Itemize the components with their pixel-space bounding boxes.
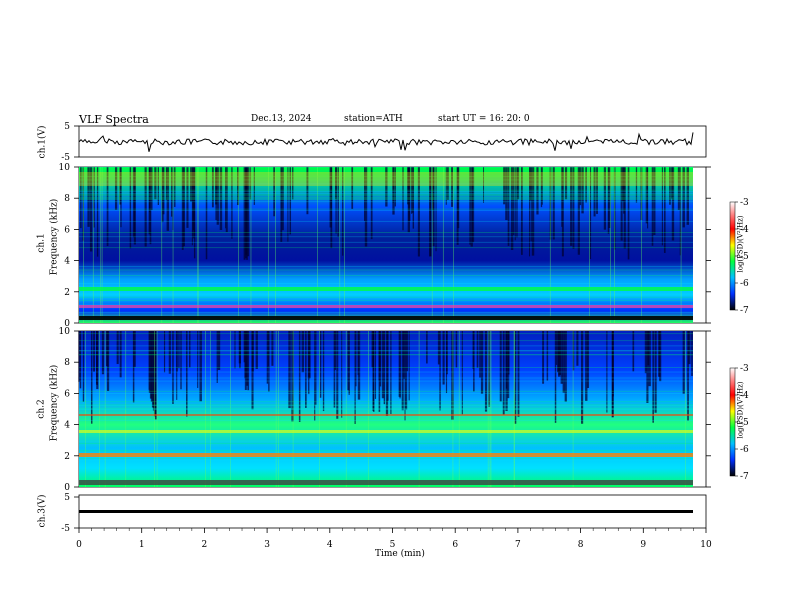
colorbar-tick-label: -3: [740, 198, 749, 208]
colorbar-tick-label: -3: [740, 364, 749, 374]
ch1-wave-ytick-label: 5: [64, 122, 70, 132]
x-tick-label: 3: [264, 540, 270, 550]
ch2-band-3khz: [79, 430, 693, 433]
colorbar-tick-label: -5: [740, 252, 749, 262]
ch3-waveform-line: [79, 510, 693, 513]
ch1-band-low: [79, 305, 693, 308]
x-tick-label: 1: [139, 540, 145, 550]
ch1-ytick-label: 6: [64, 225, 70, 235]
x-tick-label: 9: [640, 540, 646, 550]
x-tick-label: 6: [452, 540, 458, 550]
ch2-colorbar-label: log(PSD)(V²/Hz): [736, 381, 745, 439]
ch2-band-4khz: [79, 414, 693, 416]
date-label: Dec.13, 2024: [251, 114, 312, 124]
ch1-band-2khz: [79, 287, 693, 291]
station-label: station=ATH: [344, 114, 403, 124]
ch2-band-dark: [79, 480, 693, 485]
x-tick-label: 4: [327, 540, 333, 550]
ch1-band-dark: [79, 316, 693, 320]
colorbar-tick-label: -4: [740, 391, 749, 401]
time-axis: 0 1 2 3 4 5 6 7 8 9 10: [76, 528, 712, 550]
ch1-colorbar: -3 -4 -5 -6 -7: [729, 198, 749, 316]
ch2-spec-ylabel: Frequency (kHz): [49, 364, 60, 442]
ch1-ytick-label: 2: [64, 288, 70, 298]
ch1-waveform-panel: [78, 125, 707, 158]
ch3-wave-ytick-label: 5: [64, 493, 70, 503]
colorbar-tick-label: -6: [740, 445, 749, 455]
ch1-ytick-label: 8: [64, 194, 70, 204]
ch2-band-2khz: [79, 453, 693, 457]
ch1-colorbar-label: log(PSD)(V²/Hz): [736, 215, 745, 273]
ch2-ytick-label: 2: [64, 452, 70, 462]
plot-title: VLF Spectra: [79, 113, 149, 126]
colorbar-tick-label: -4: [740, 225, 749, 235]
ch2-spectrogram-panel: [78, 330, 707, 488]
ch1-ytick-label: 4: [64, 257, 70, 267]
x-tick-label: 5: [390, 540, 396, 550]
ch2-ytick-label: 0: [64, 483, 70, 493]
ch1-spec-channel-label: ch.1: [36, 233, 47, 253]
x-tick-label: 7: [515, 540, 521, 550]
ch1-wave-ylabel: ch.1(V): [37, 125, 48, 159]
x-tick-label: 8: [578, 540, 584, 550]
ch2-ytick-label: 6: [64, 389, 70, 399]
ch1-spec-ylabel: Frequency (kHz): [49, 198, 60, 276]
colorbar-tick-label: -5: [740, 418, 749, 428]
ch1-spectrogram-panel: [78, 166, 707, 324]
x-tick-label: 0: [76, 540, 82, 550]
ch2-colorbar: -3 -4 -5 -6 -7: [729, 364, 749, 482]
ch1-band-top: [79, 172, 693, 186]
ch2-spec-channel-label: ch.2: [36, 399, 47, 419]
x-tick-label: 2: [202, 540, 208, 550]
colorbar-tick-label: -6: [740, 279, 749, 289]
x-axis-label: Time (min): [375, 549, 425, 559]
ch1-ytick-label: 10: [59, 163, 71, 173]
ch2-ytick-label: 8: [64, 358, 70, 368]
colorbar-tick-label: -7: [740, 306, 749, 316]
colorbar-tick-label: -7: [740, 472, 749, 482]
ch1-ytick-label: 0: [64, 319, 70, 329]
ch3-wave-ylabel: ch.3(V): [37, 494, 48, 528]
x-tick-label: 10: [700, 540, 712, 550]
ch2-ytick-label: 10: [59, 327, 71, 337]
ch3-wave-ytick-label: -5: [61, 524, 70, 534]
ch1-wave-ytick-label: -5: [61, 153, 70, 163]
start-time-label: start UT = 16: 20: 0: [438, 114, 530, 124]
ch1-waveform-line: [78, 132, 694, 152]
ch3-waveform-panel: [78, 494, 707, 529]
ch2-ytick-label: 4: [64, 421, 70, 431]
